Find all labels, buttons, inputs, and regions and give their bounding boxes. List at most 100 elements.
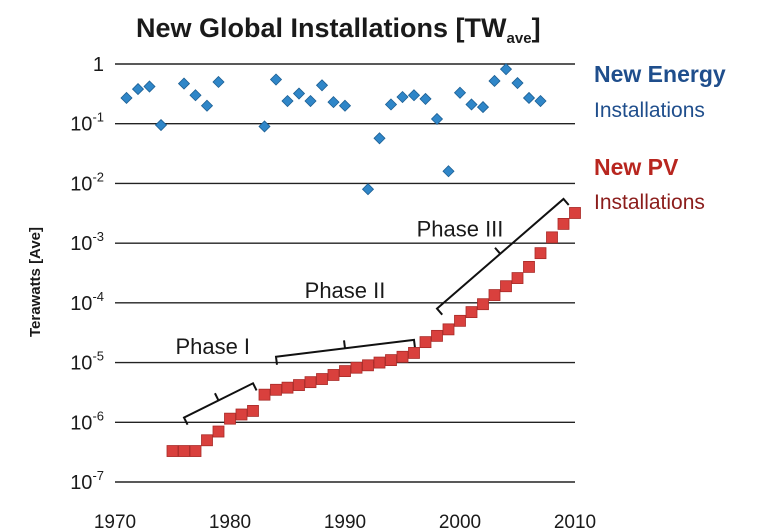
energy-point: [338, 99, 352, 112]
pv-point: [224, 412, 236, 425]
energy-point: [373, 132, 386, 145]
y-tick-labels: 1 10-1 10-2 10-3 10-4 10-5 10-6 10-7: [70, 54, 104, 494]
x-tick-label: 1990: [324, 512, 366, 532]
energy-point: [511, 76, 524, 90]
pv-point: [201, 434, 213, 447]
legend-new-pv-sub: Installations: [594, 191, 705, 214]
y-tick-label: 10-3: [70, 229, 104, 255]
pv-point: [235, 408, 248, 421]
pv-point: [419, 336, 432, 349]
legend-new-energy-sub: Installations: [594, 99, 705, 122]
pv-point: [293, 379, 305, 391]
pv-point: [431, 329, 443, 342]
pv-point: [350, 361, 363, 374]
y-axis-label: Terawatts [Ave]: [27, 227, 44, 337]
series-new-pv: [166, 207, 581, 457]
energy-point: [442, 165, 455, 178]
pv-point: [189, 445, 202, 457]
chart-title-suffix: ]: [532, 13, 541, 43]
energy-point: [384, 98, 398, 111]
x-tick-label: 1970: [94, 512, 136, 532]
phase-bracket: [274, 338, 416, 365]
pv-point: [477, 298, 489, 311]
energy-point: [361, 183, 375, 196]
energy-point: [488, 74, 501, 88]
energy-point: [419, 92, 432, 106]
y-tick-label: 10-1: [70, 110, 104, 136]
pv-point: [465, 306, 478, 319]
pv-point: [454, 314, 466, 327]
y-tick-label: 1: [93, 54, 104, 76]
energy-point: [465, 98, 478, 111]
phase-label: Phase I: [175, 334, 250, 359]
y-tick-label: 10-4: [70, 289, 104, 315]
y-tick-label: 10-7: [70, 468, 104, 494]
pv-point: [511, 272, 524, 284]
energy-point: [143, 80, 156, 93]
x-tick-label: 2000: [439, 512, 481, 532]
chart-title: New Global Installations [TWave]: [136, 13, 541, 47]
chart-title-main: New Global Installations [TW: [136, 13, 507, 43]
pv-point: [408, 347, 420, 359]
energy-point: [396, 90, 409, 104]
energy-point: [212, 75, 225, 89]
phase-label: Phase II: [305, 278, 386, 303]
pv-point: [373, 356, 386, 369]
energy-point: [281, 94, 294, 108]
pv-point: [212, 425, 225, 438]
energy-point: [430, 112, 444, 126]
legend: New Energy Installations New PV Installa…: [594, 61, 726, 214]
energy-point: [154, 118, 168, 132]
energy-point: [534, 94, 547, 108]
pv-point: [247, 405, 259, 417]
pv-point: [523, 261, 535, 273]
energy-point: [327, 96, 340, 109]
legend-new-energy-main: New Energy: [594, 61, 726, 87]
energy-point: [258, 120, 271, 133]
pv-point: [385, 354, 397, 366]
energy-point: [269, 73, 283, 86]
x-tick-labels: 1970 1980 1990 2000 2010: [94, 512, 596, 532]
energy-point: [200, 99, 214, 112]
y-tick-label: 10-2: [70, 169, 104, 195]
pv-point: [166, 445, 179, 457]
pv-point: [304, 376, 317, 389]
pv-point: [488, 289, 501, 301]
energy-point: [304, 94, 317, 108]
chart-title-subscript: ave: [507, 30, 532, 47]
y-tick-label: 10-6: [70, 408, 104, 434]
pv-point: [270, 383, 282, 396]
energy-point: [177, 77, 191, 90]
pv-point: [327, 369, 340, 381]
x-tick-label: 2010: [554, 512, 596, 532]
series-new-energy: [120, 63, 547, 196]
pv-point: [396, 350, 409, 363]
pv-point: [569, 207, 581, 219]
energy-point: [131, 83, 145, 96]
energy-point: [476, 101, 490, 114]
pv-point: [557, 218, 570, 230]
pv-point: [362, 359, 374, 372]
pv-point: [281, 381, 294, 394]
pv-point: [534, 247, 547, 260]
gridlines: [115, 63, 575, 483]
energy-point: [292, 87, 306, 100]
energy-point: [522, 91, 536, 105]
pv-point: [316, 373, 328, 385]
energy-point: [315, 79, 329, 92]
pv-point: [546, 231, 558, 244]
phase-annotations: Phase I Phase II Phase III: [175, 197, 570, 426]
pv-point: [442, 323, 455, 336]
energy-point: [407, 89, 421, 102]
phase-label: Phase III: [417, 216, 504, 241]
legend-new-pv-main: New PV: [594, 154, 679, 180]
pv-point: [178, 445, 190, 457]
energy-point: [453, 86, 467, 99]
phase-bracket: [435, 197, 570, 316]
pv-point: [339, 365, 351, 377]
energy-point: [499, 63, 513, 76]
energy-point: [189, 89, 202, 102]
y-tick-label: 10-5: [70, 349, 104, 375]
pv-point: [258, 388, 271, 401]
